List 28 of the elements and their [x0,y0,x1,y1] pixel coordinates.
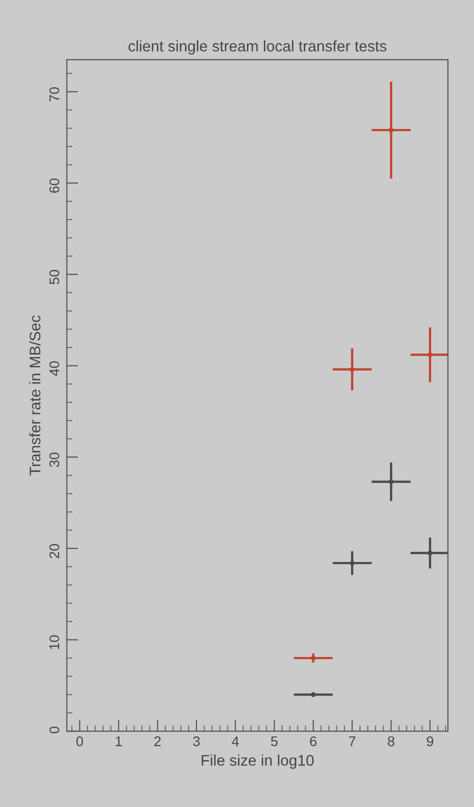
y-tick-label: 70 [49,87,60,102]
y-tick-label: 20 [49,544,60,558]
point [388,128,394,132]
x-tick-label: 6 [310,736,316,746]
y-axis-title: Transfer rate in MB/Sec [29,315,40,476]
x-tick-label: 3 [193,736,200,746]
y-tick-label: 40 [49,361,60,376]
chart-title: client single stream local transfer tests [128,40,386,55]
y-tick-label: 30 [49,452,60,467]
point [428,550,432,556]
x-tick-label: 9 [426,736,434,746]
point [428,352,432,358]
y-tick-label: 10 [49,635,60,650]
x-tick-label: 8 [388,736,394,746]
x-tick-label: 0 [76,736,83,746]
x-tick-label: 1 [116,736,122,746]
x-axis-title: File size in log10 [202,754,314,769]
point [388,479,394,484]
x-tick-label: 4 [232,736,239,746]
x-tick-label: 2 [154,736,161,746]
x-tick-label: 7 [349,736,356,746]
point [350,366,355,372]
y-tick-label: 0 [49,726,60,734]
x-tick-label: 5 [271,736,278,746]
y-tick-label: 50 [49,270,60,284]
point [350,560,355,566]
point [310,656,316,660]
y-tick-label: 60 [49,178,60,193]
